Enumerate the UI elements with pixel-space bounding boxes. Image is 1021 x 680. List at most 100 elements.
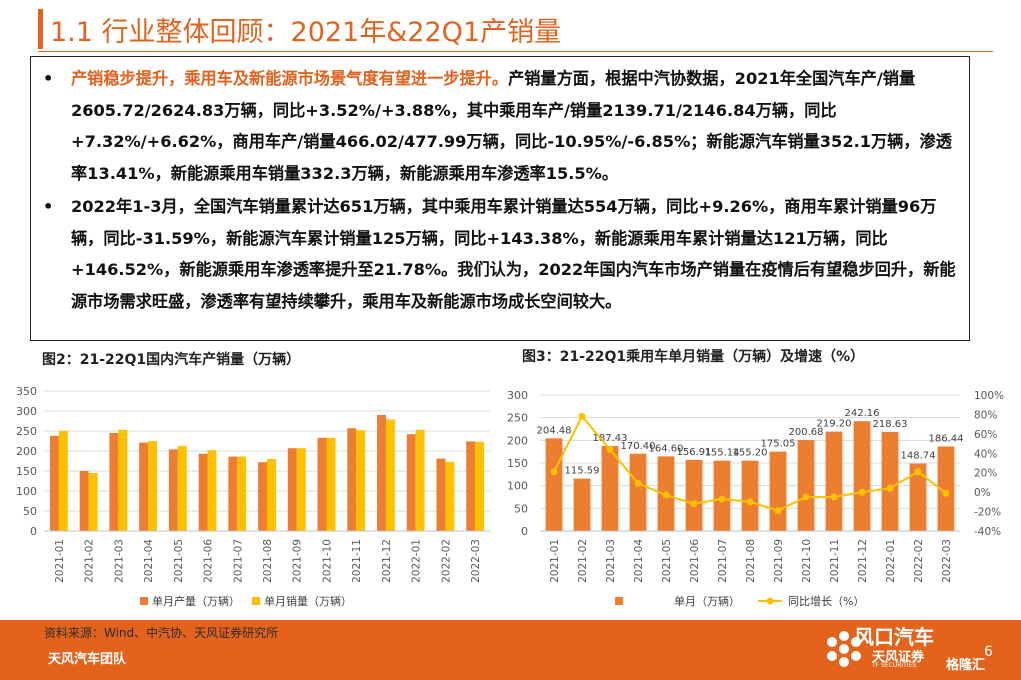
logo-subtext: TF SECURITIES [872, 662, 917, 669]
bullet-1: • 产销稳步提升，乘用车及新能源市场景气度有望进一步提升。产销量方面，根据中汽协… [41, 63, 959, 189]
x-tick-label: 2021-11 [829, 539, 841, 583]
x-tick-label: 2021-02 [84, 539, 96, 583]
bar-passenger-sales [909, 463, 927, 531]
chart-1-title: 图2：21-22Q1国内汽车产销量（万辆） [42, 352, 301, 368]
growth-point [802, 493, 810, 501]
data-label: 186.44 [929, 433, 964, 444]
legend-label: 同比增长（%） [788, 594, 864, 608]
x-tick-label: 2021-10 [321, 539, 333, 583]
watermark-text: 风口汽车 [854, 625, 934, 649]
y-right-tick-label: 40% [974, 448, 997, 460]
logo-text: 天风证券 [872, 650, 925, 665]
bullet-dot: • [43, 197, 54, 216]
bar-sales [356, 430, 366, 531]
growth-point [774, 507, 782, 515]
page-number: 6 [984, 644, 993, 660]
legend-marker [766, 597, 774, 605]
bar-production [287, 448, 297, 531]
bar-passenger-sales [825, 431, 843, 531]
x-tick-label: 2021-01 [549, 539, 561, 583]
bar-production [377, 415, 386, 531]
y-right-tick-label: -20% [974, 507, 1001, 519]
x-tick-label: 2021-03 [113, 539, 125, 583]
bar-sales [326, 437, 336, 531]
y-tick-label: 200 [16, 445, 37, 458]
bar-production [317, 437, 327, 531]
tf-securities-logo-icon [827, 631, 861, 667]
bar-production [258, 462, 267, 531]
x-tick-label: 2021-12 [857, 539, 869, 583]
bar-passenger-sales [937, 446, 955, 531]
bar-passenger-sales [601, 446, 619, 531]
data-label: 148.74 [901, 451, 936, 462]
title-accent-bar [38, 9, 43, 49]
data-label: 155.14 [705, 448, 740, 459]
bar-sales [88, 473, 98, 531]
data-label: 242.16 [845, 408, 880, 419]
x-tick-label: 2022-03 [470, 539, 482, 583]
y-left-tick-label: 200 [507, 434, 528, 447]
x-tick-label: 2021-02 [577, 539, 589, 583]
y-tick-label: 300 [16, 405, 37, 418]
chart-2-title: 图3：21-22Q1乘用车单月销量（万辆）及增速（%） [522, 349, 865, 365]
x-tick-label: 2022-01 [411, 539, 423, 583]
team-name: 天风汽车团队 [48, 652, 127, 667]
x-tick-label: 2021-05 [173, 539, 185, 583]
y-tick-label: 250 [16, 425, 37, 438]
bar-sales [475, 441, 485, 531]
x-tick-label: 2021-04 [633, 539, 645, 583]
page-title: 1.1 行业整体回顾：2021年&22Q1产销量 [50, 17, 562, 48]
bar-production [109, 433, 119, 531]
bar-production [347, 428, 357, 531]
bar-production [139, 442, 149, 531]
bar-production [198, 453, 208, 531]
x-tick-label: 2021-03 [605, 539, 617, 583]
growth-point [746, 498, 754, 506]
y-tick-label: 50 [23, 505, 37, 518]
growth-point [634, 479, 642, 487]
growth-point [550, 468, 558, 476]
y-right-tick-label: 0% [974, 487, 991, 499]
data-label: 155.20 [733, 448, 768, 459]
y-tick-label: 350 [16, 385, 37, 398]
bar-production [466, 441, 476, 531]
x-tick-label: 2021-09 [292, 539, 304, 583]
legend-label: 单月（万辆） [674, 594, 740, 608]
growth-point [914, 468, 922, 476]
growth-point [662, 491, 670, 499]
x-tick-label: 2021-12 [381, 539, 393, 583]
bar-sales [207, 450, 217, 531]
bar-sales [58, 431, 68, 531]
bar-passenger-sales [629, 453, 647, 531]
bullet-1-highlight: 产销稳步提升，乘用车及新能源市场景气度有望进一步提升。 [71, 69, 509, 88]
y-right-tick-label: 80% [974, 409, 997, 421]
x-tick-label: 2021-04 [143, 539, 155, 583]
y-left-tick-label: 150 [507, 457, 528, 470]
growth-point [886, 484, 894, 492]
y-left-tick-label: 100 [507, 480, 528, 493]
bar-passenger-sales [573, 478, 591, 531]
y-tick-label: 150 [16, 465, 37, 478]
bar-sales [118, 429, 128, 531]
legend-label: 单月产量（万辆） [152, 594, 240, 608]
bar-passenger-sales [769, 451, 787, 531]
y-right-tick-label: -40% [974, 526, 1001, 538]
data-label: 156.91 [677, 447, 712, 458]
y-right-tick-label: 60% [974, 429, 997, 441]
bullet-1-text: 产销量方面，根据中汽协数据，2021年全国汽车产/销量2605.72/2624.… [71, 69, 952, 183]
x-tick-label: 2021-11 [351, 539, 363, 583]
bullet-2-text: 2022年1-3月，全国汽车销量累计达651万辆，其中乘用车累计销量达554万辆… [71, 197, 956, 311]
chart-production-sales: 0 50 100 150 200 250 300 350 2021-01 2021-02 2021-… [16, 385, 490, 608]
x-tick-label: 2021-05 [661, 539, 673, 583]
y-right-tick-label: 100% [974, 390, 1004, 402]
bar-sales [148, 441, 157, 531]
y-left-tick-label: 250 [507, 412, 528, 425]
x-tick-label: 2021-09 [773, 539, 785, 583]
data-label: 164.60 [649, 443, 684, 454]
data-label: 218.63 [873, 419, 908, 430]
bar-production [79, 471, 89, 531]
bar-sales [445, 461, 455, 531]
chart-passenger-sales-growth: 0 50 100 150 200 250 300 -40% -20% 0% 20% 40% 60% 80%… [507, 389, 1004, 608]
bar-production [49, 435, 59, 531]
bar-passenger-sales [685, 459, 703, 531]
